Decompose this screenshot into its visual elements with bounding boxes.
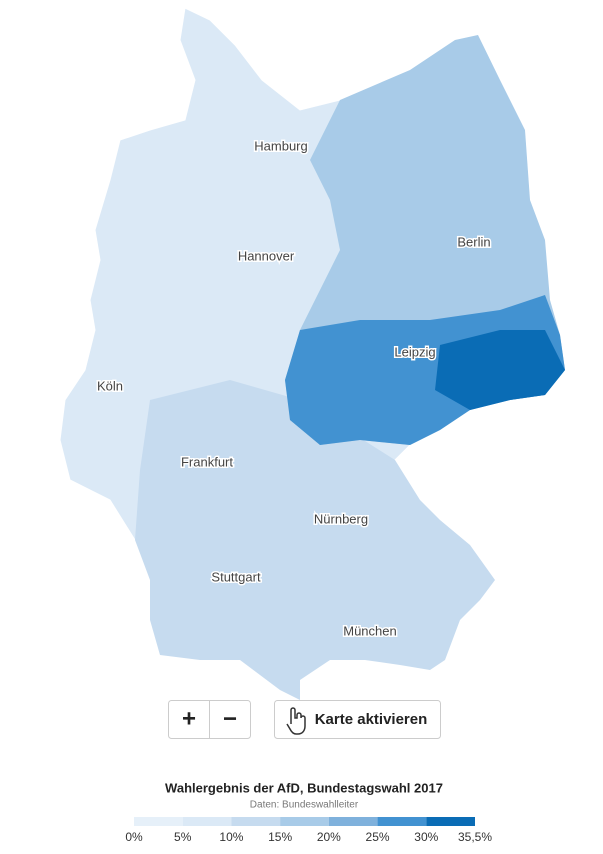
city-label: Hannover [238,248,295,263]
south-region [135,380,495,700]
activate-button[interactable]: Karte aktivieren [274,700,441,739]
zoom-in-label[interactable]: + [182,705,196,732]
city-label: Köln [97,378,123,393]
city-label: Berlin [457,234,490,249]
legend-bar: 0% 5% 10% 15% 20% 25% 30% 35,5% [125,817,492,844]
legend: Wahlergebnis der AfD, Bundestagswahl 201… [125,780,492,844]
activate-box[interactable] [274,700,441,739]
hand-icon [286,707,306,735]
legend-tick-label: 30% [414,830,438,844]
legend-swatch [182,817,232,826]
legend-swatch [134,817,183,826]
city-label: Frankfurt [181,454,233,469]
legend-swatch [231,817,281,826]
city-label: Hamburg [254,138,307,153]
legend-swatch [280,817,329,826]
zoom-out-label[interactable]: − [223,705,237,732]
legend-tick-label: 10% [219,830,243,844]
legend-swatch [377,817,427,826]
zoom-controls: + − [168,700,251,739]
city-label: Nürnberg [314,511,368,526]
legend-tick-label: 15% [268,830,292,844]
map: Hamburg Hannover Berlin Leipzig Köln Fra… [59,7,566,701]
legend-swatch [426,817,475,826]
city-label: München [343,623,396,638]
legend-tick-label: 35,5% [458,830,492,844]
legend-source: Daten: Bundeswahlleiter [250,800,359,811]
legend-tick-label: 0% [125,830,143,844]
top-region [435,330,565,410]
city-label: Stuttgart [211,569,261,584]
activate-label[interactable]: Karte aktivieren [315,711,428,728]
legend-title: Wahlergebnis der AfD, Bundestagswahl 201… [165,780,443,795]
legend-tick-label: 5% [174,830,192,844]
legend-tick-label: 20% [317,830,341,844]
legend-tick-label: 25% [366,830,390,844]
legend-swatch [328,817,378,826]
city-label: Leipzig [394,344,435,359]
